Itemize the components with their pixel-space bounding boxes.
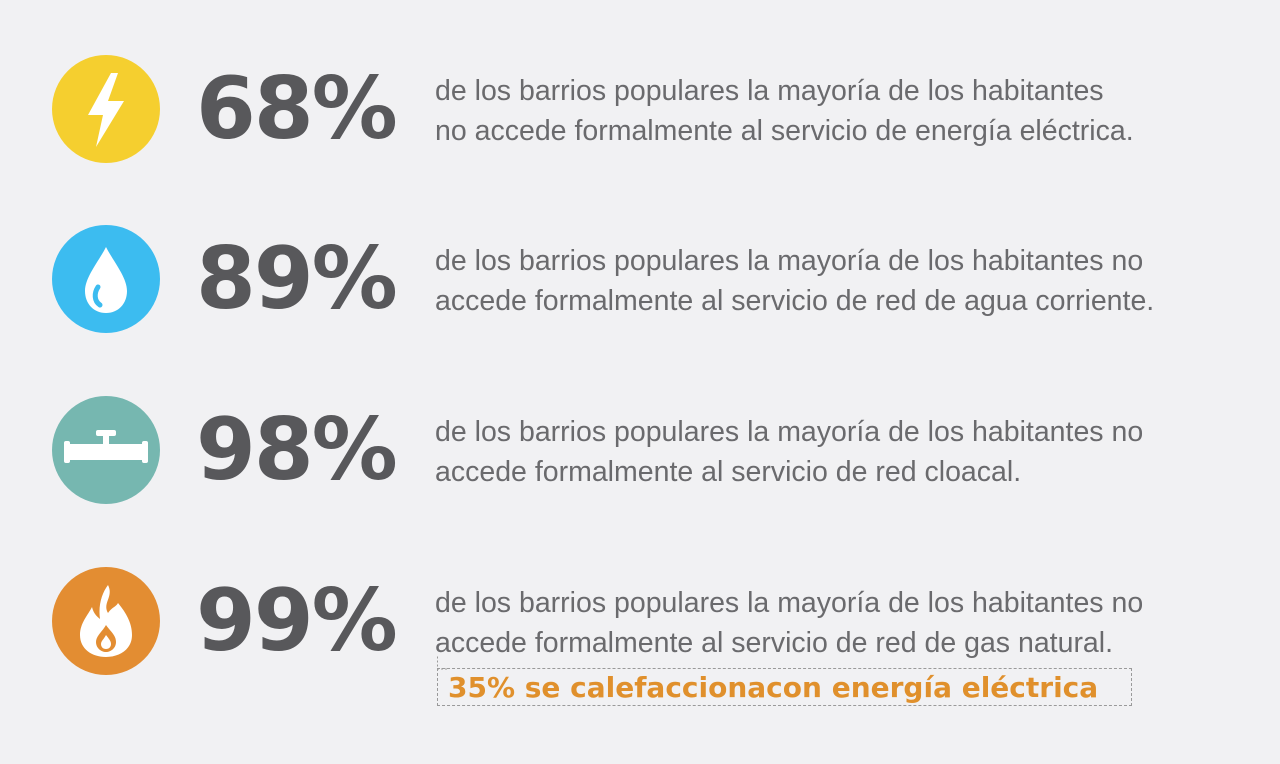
pipe-valve-icon (52, 396, 160, 504)
stat-row-gas: 99% de los barrios populares la mayoría … (0, 567, 1280, 677)
description-line: no accede formalmente al servicio de ene… (435, 115, 1134, 147)
description-line: de los barrios populares la mayoría de l… (435, 416, 1144, 448)
description-line: accede formalmente al servicio de red cl… (435, 456, 1022, 488)
lightning-icon (52, 55, 160, 163)
stat-description: de los barrios populares la mayoría de l… (435, 583, 1265, 663)
description-line: de los barrios populares la mayoría de l… (435, 245, 1144, 277)
stat-row-sewer: 98% de los barrios populares la mayoría … (0, 396, 1280, 506)
stat-description: de los barrios populares la mayoría de l… (435, 241, 1265, 321)
percentage-value: 68% (196, 59, 398, 159)
percentage-value: 98% (196, 400, 398, 500)
flame-icon (52, 567, 160, 675)
percentage-value: 99% (196, 571, 398, 671)
water-drop-icon (52, 225, 160, 333)
callout-box: 35% se calefaccionacon energía eléctrica (437, 668, 1132, 706)
stat-row-water: 89% de los barrios populares la mayoría … (0, 225, 1280, 335)
callout-text: 35% se calefaccionacon energía eléctrica (448, 671, 1099, 704)
description-line: accede formalmente al servicio de red de… (435, 627, 1114, 659)
description-line: accede formalmente al servicio de red de… (435, 285, 1155, 317)
stat-row-electricity: 68% de los barrios populares la mayoría … (0, 55, 1280, 165)
description-line: de los barrios populares la mayoría de l… (435, 587, 1144, 619)
percentage-value: 89% (196, 229, 398, 329)
description-line: de los barrios populares la mayoría de l… (435, 75, 1104, 107)
stat-description: de los barrios populares la mayoría de l… (435, 412, 1265, 492)
stat-description: de los barrios populares la mayoría de l… (435, 71, 1265, 151)
